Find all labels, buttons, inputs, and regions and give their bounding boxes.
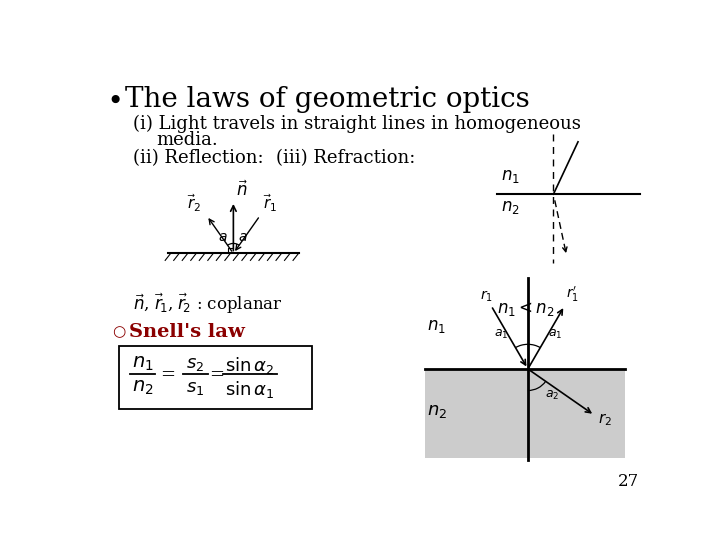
Text: $r_2$: $r_2$	[598, 411, 611, 428]
Text: The laws of geometric optics: The laws of geometric optics	[125, 86, 530, 113]
Bar	[425, 369, 625, 457]
Text: $\vec{r}_2$: $\vec{r}_2$	[186, 192, 201, 214]
Text: $\mathbf{\mathit{n}}_2$: $\mathbf{\mathit{n}}_2$	[132, 379, 153, 397]
Text: 27: 27	[618, 473, 639, 490]
Text: $a_1$: $a_1$	[493, 328, 508, 341]
Text: ○: ○	[112, 325, 125, 339]
Text: $r_1$: $r_1$	[480, 289, 492, 304]
Text: (i) Light travels in straight lines in homogeneous: (i) Light travels in straight lines in h…	[132, 115, 580, 133]
Text: $a$: $a$	[238, 230, 248, 244]
Text: $n_1$: $n_1$	[427, 318, 446, 335]
Text: =: =	[160, 366, 175, 384]
Text: media.: media.	[156, 131, 217, 149]
Text: (iii) Refraction:: (iii) Refraction:	[276, 150, 415, 167]
Text: =: =	[210, 366, 225, 384]
Text: $\mathbf{\mathit{n}}_1$: $\mathbf{\mathit{n}}_1$	[132, 355, 153, 373]
Text: $n_2$: $n_2$	[500, 199, 520, 216]
Text: $\bullet$: $\bullet$	[106, 86, 120, 113]
Text: (ii) Reflection:: (ii) Reflection:	[132, 150, 264, 167]
Text: $\sin\alpha_2$: $\sin\alpha_2$	[225, 355, 274, 376]
Text: $a_2$: $a_2$	[545, 389, 559, 402]
Text: $n_1 < n_2$: $n_1 < n_2$	[497, 300, 554, 318]
Text: $r_1'$: $r_1'$	[566, 285, 579, 304]
Text: Snell's law: Snell's law	[129, 323, 245, 341]
Text: $\vec{n}$: $\vec{n}$	[235, 180, 248, 200]
Text: $n_1$: $n_1$	[500, 168, 520, 185]
Text: $\sin\alpha_1$: $\sin\alpha_1$	[225, 379, 274, 400]
Text: $\mathit{n}_2$: $\mathit{n}_2$	[427, 402, 447, 420]
Text: $s_1$: $s_1$	[186, 379, 204, 397]
Text: $s_2$: $s_2$	[186, 355, 204, 373]
Text: $a$: $a$	[217, 230, 228, 244]
Bar	[120, 346, 312, 409]
Text: $a_1$: $a_1$	[548, 328, 562, 341]
Text: $\vec{r}_1$: $\vec{r}_1$	[263, 192, 277, 214]
Text: $\vec{n}$, $\vec{r}_{\!1}$, $\vec{r}_{\!2}$ : coplanar: $\vec{n}$, $\vec{r}_{\!1}$, $\vec{r}_{\!…	[132, 292, 282, 316]
